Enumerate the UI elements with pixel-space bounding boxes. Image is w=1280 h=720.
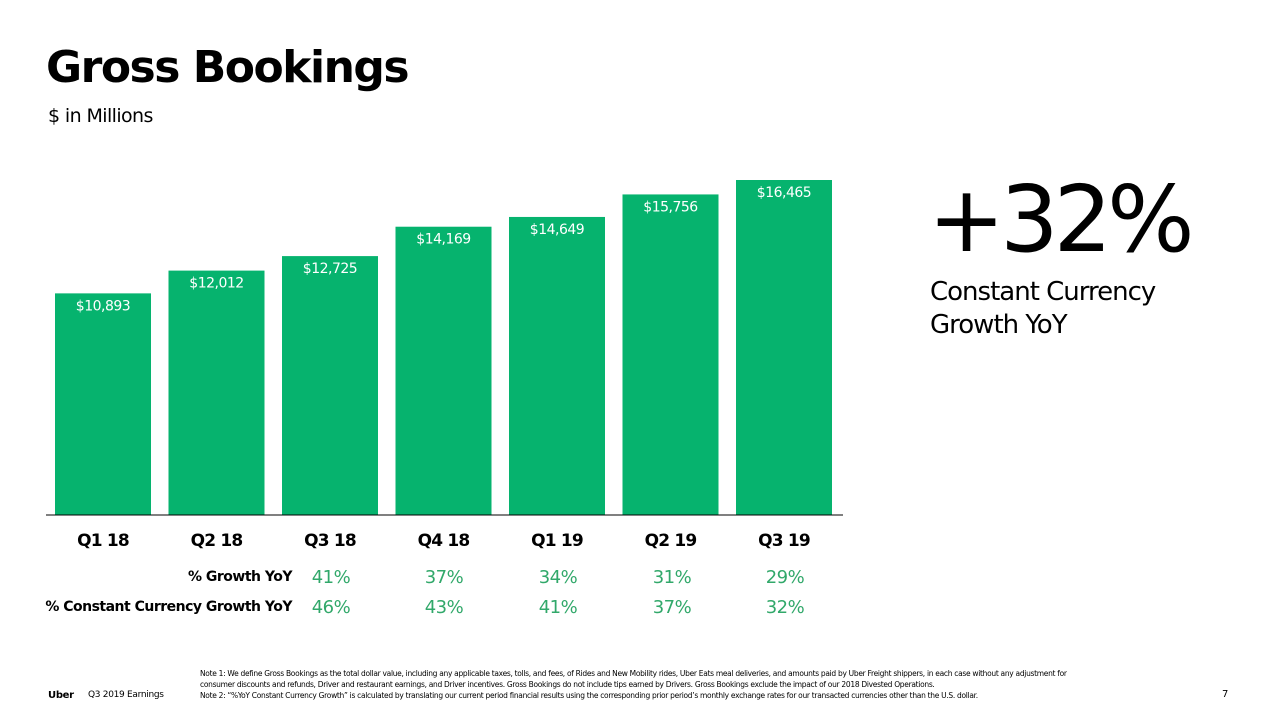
cc-growth-yoy-q3-19: 32% bbox=[765, 597, 805, 618]
x-tick-q1-18: Q1 18 bbox=[77, 531, 129, 551]
x-tick-q3-18: Q3 18 bbox=[304, 531, 356, 551]
footnote-2: Note 2: “%YoY Constant Currency Growth” … bbox=[200, 691, 978, 700]
growth-yoy-q3-19: 29% bbox=[765, 567, 805, 588]
bar-q3-18 bbox=[282, 256, 378, 515]
bar-q2-19 bbox=[622, 194, 719, 515]
cc-growth-yoy-q3-18: 46% bbox=[311, 597, 351, 618]
highlight-caption-line1: Constant Currency bbox=[930, 277, 1156, 307]
bar-q3-19 bbox=[736, 180, 832, 515]
cc-growth-yoy-q4-18: 43% bbox=[424, 597, 464, 618]
x-tick-q2-18: Q2 18 bbox=[191, 531, 243, 551]
growth-yoy-row-label: % Growth YoY bbox=[188, 569, 293, 585]
x-tick-q2-19: Q2 19 bbox=[645, 531, 697, 551]
bar-value-label-q3-19: $16,465 bbox=[757, 185, 811, 201]
cc-growth-yoy-q2-19: 37% bbox=[652, 597, 692, 618]
page-title: Gross Bookings bbox=[46, 42, 410, 93]
bar-q4-18 bbox=[395, 226, 492, 515]
bar-q1-18 bbox=[55, 293, 151, 515]
footnote-1-line-2: consumer discounts and refunds, Driver a… bbox=[200, 680, 935, 689]
bar-q1-19 bbox=[509, 216, 605, 516]
highlight-caption-line2: Growth YoY bbox=[930, 310, 1068, 340]
bar-value-label-q1-19: $14,649 bbox=[530, 222, 584, 238]
bar-q2-18 bbox=[168, 270, 265, 515]
highlight-growth-value: +32% bbox=[928, 166, 1195, 273]
footer-event-name: Q3 2019 Earnings bbox=[88, 690, 164, 700]
footer-brand-logo: Uber bbox=[48, 690, 74, 701]
bar-value-label-q3-18: $12,725 bbox=[303, 261, 357, 277]
growth-yoy-q3-18: 41% bbox=[311, 567, 351, 588]
growth-yoy-q1-19: 34% bbox=[538, 567, 578, 588]
bar-value-label-q2-18: $12,012 bbox=[189, 276, 243, 292]
bar-value-label-q1-18: $10,893 bbox=[76, 298, 130, 314]
growth-yoy-q2-19: 31% bbox=[652, 567, 692, 588]
highlight-growth-caption: Constant Currency Growth YoY bbox=[930, 276, 1230, 342]
page-subtitle: $ in Millions bbox=[48, 105, 153, 127]
cc-growth-yoy-row-label: % Constant Currency Growth YoY bbox=[45, 599, 292, 615]
x-tick-q1-19: Q1 19 bbox=[531, 531, 583, 551]
page-number: 7 bbox=[1222, 689, 1229, 700]
growth-yoy-q4-18: 37% bbox=[424, 567, 464, 588]
bar-value-label-q4-18: $14,169 bbox=[416, 232, 470, 248]
cc-growth-yoy-q1-19: 41% bbox=[538, 597, 578, 618]
footnote-1-line-1: Note 1: We define Gross Bookings as the … bbox=[200, 669, 1067, 678]
bar-value-label-q2-19: $15,756 bbox=[643, 199, 698, 215]
x-tick-q3-19: Q3 19 bbox=[758, 531, 810, 551]
x-tick-q4-18: Q4 18 bbox=[418, 531, 470, 551]
